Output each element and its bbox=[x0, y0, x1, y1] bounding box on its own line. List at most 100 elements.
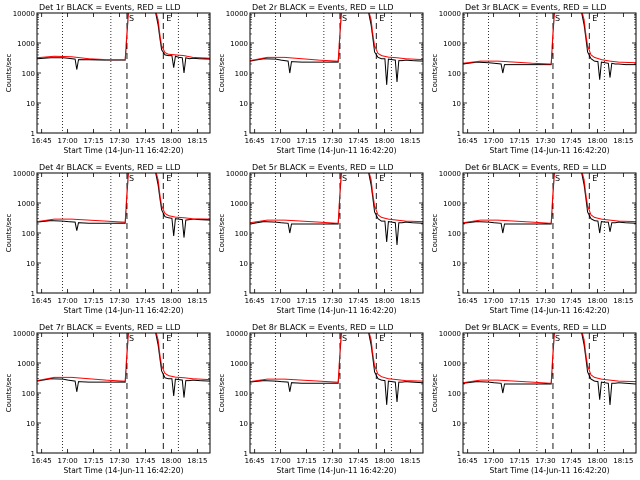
x-tick-label: 17:15 bbox=[296, 297, 316, 305]
plot-frame bbox=[249, 172, 424, 294]
x-tick-label: 17:15 bbox=[509, 137, 529, 145]
chart-panel: Det 8r BLACK = Events, RED = LLD Counts/s… bbox=[218, 323, 424, 475]
panel-title: Det 8r BLACK = Events, RED = LLD bbox=[252, 323, 394, 332]
interval-marker: S bbox=[129, 174, 134, 183]
interval-marker: E bbox=[379, 334, 384, 343]
y-tick-label: 1 bbox=[244, 130, 248, 138]
x-tick-label: 17:30 bbox=[109, 137, 129, 145]
y-tick-label: 1 bbox=[31, 450, 35, 458]
x-tick-label: 17:30 bbox=[109, 297, 129, 305]
chart-panel: Det 4r BLACK = Events, RED = LLD Counts/s… bbox=[5, 163, 211, 315]
x-tick-label: 16:45 bbox=[32, 297, 52, 305]
y-tick-label: 100 bbox=[235, 230, 248, 238]
x-tick-label: 17:15 bbox=[83, 297, 103, 305]
panel-title: Det 1r BLACK = Events, RED = LLD bbox=[39, 3, 181, 12]
y-axis-label: Counts/sec bbox=[5, 54, 13, 93]
interval-marker: E bbox=[166, 334, 171, 343]
y-tick-label: 1000 bbox=[230, 200, 248, 208]
x-tick-label: 16:45 bbox=[245, 297, 265, 305]
x-axis-label: Start Time (14-Jun-11 16:42:20) bbox=[64, 306, 184, 315]
y-tick-label: 10000 bbox=[13, 330, 35, 338]
y-axis-label: Counts/sec bbox=[218, 374, 226, 413]
events-series-line bbox=[37, 13, 210, 74]
x-tick-label: 17:15 bbox=[509, 297, 529, 305]
y-tick-label: 1000 bbox=[230, 40, 248, 48]
y-tick-label: 1 bbox=[457, 290, 461, 298]
x-tick-label: 18:00 bbox=[161, 297, 181, 305]
interval-marker: E bbox=[166, 174, 171, 183]
x-tick-label: 16:45 bbox=[32, 137, 52, 145]
y-tick-label: 10 bbox=[26, 100, 35, 108]
y-axis-label: Counts/sec bbox=[5, 374, 13, 413]
events-series-line bbox=[250, 13, 423, 85]
lld-series-line bbox=[463, 13, 636, 65]
x-tick-label: 18:00 bbox=[374, 137, 394, 145]
plot-frame bbox=[36, 332, 211, 454]
x-tick-label: 17:45 bbox=[348, 137, 368, 145]
y-tick-label: 1000 bbox=[443, 200, 461, 208]
y-tick-label: 100 bbox=[235, 70, 248, 78]
lld-series-line bbox=[463, 333, 636, 384]
chart-panel: Det 1r BLACK = Events, RED = LLD Counts/s… bbox=[5, 3, 211, 155]
y-tick-label: 1 bbox=[457, 450, 461, 458]
y-tick-label: 10 bbox=[239, 420, 248, 428]
y-tick-label: 1000 bbox=[443, 360, 461, 368]
x-tick-label: 17:00 bbox=[58, 297, 78, 305]
y-axis-label: Counts/sec bbox=[218, 54, 226, 93]
y-tick-label: 100 bbox=[22, 230, 35, 238]
x-tick-label: 18:15 bbox=[613, 137, 633, 145]
interval-marker: S bbox=[342, 14, 347, 23]
events-series-line bbox=[37, 333, 210, 398]
y-axis-label: Counts/sec bbox=[431, 214, 439, 253]
chart-panel: Det 7r BLACK = Events, RED = LLD Counts/s… bbox=[5, 323, 211, 475]
y-tick-label: 100 bbox=[448, 390, 461, 398]
plot-frame bbox=[249, 332, 424, 454]
x-tick-label: 18:00 bbox=[161, 457, 181, 465]
y-tick-label: 1 bbox=[244, 450, 248, 458]
y-tick-label: 100 bbox=[22, 70, 35, 78]
lld-series-line bbox=[250, 333, 423, 383]
x-tick-label: 17:45 bbox=[135, 137, 155, 145]
x-tick-label: 16:45 bbox=[245, 137, 265, 145]
y-tick-label: 10 bbox=[239, 260, 248, 268]
y-tick-label: 10000 bbox=[439, 330, 461, 338]
y-axis-label: Counts/sec bbox=[5, 214, 13, 253]
y-tick-label: 1 bbox=[31, 130, 35, 138]
y-tick-label: 10000 bbox=[13, 10, 35, 18]
x-tick-label: 17:45 bbox=[561, 457, 581, 465]
x-tick-label: 17:15 bbox=[509, 457, 529, 465]
y-tick-label: 10000 bbox=[226, 10, 248, 18]
x-tick-label: 17:45 bbox=[135, 297, 155, 305]
y-axis-label: Counts/sec bbox=[431, 374, 439, 413]
x-tick-label: 17:00 bbox=[271, 457, 291, 465]
chart-panel: Det 2r BLACK = Events, RED = LLD Counts/s… bbox=[218, 3, 424, 155]
plot-frame bbox=[249, 12, 424, 134]
y-tick-label: 10000 bbox=[226, 170, 248, 178]
chart-panel: Det 5r BLACK = Events, RED = LLD Counts/s… bbox=[218, 163, 424, 315]
lld-series-line bbox=[250, 13, 423, 62]
x-tick-label: 18:15 bbox=[187, 297, 207, 305]
y-tick-label: 1 bbox=[244, 290, 248, 298]
x-axis-label: Start Time (14-Jun-11 16:42:20) bbox=[64, 146, 184, 155]
x-tick-label: 18:15 bbox=[187, 137, 207, 145]
y-tick-label: 100 bbox=[448, 230, 461, 238]
x-tick-label: 17:45 bbox=[561, 297, 581, 305]
x-axis-label: Start Time (14-Jun-11 16:42:20) bbox=[277, 146, 397, 155]
x-axis-label: Start Time (14-Jun-11 16:42:20) bbox=[490, 146, 610, 155]
x-tick-label: 17:30 bbox=[109, 457, 129, 465]
x-tick-label: 16:45 bbox=[32, 457, 52, 465]
interval-marker: E bbox=[592, 14, 597, 23]
y-tick-label: 1000 bbox=[443, 40, 461, 48]
y-tick-label: 1000 bbox=[230, 360, 248, 368]
x-tick-label: 18:15 bbox=[400, 297, 420, 305]
interval-marker: S bbox=[342, 174, 347, 183]
interval-marker: S bbox=[129, 334, 134, 343]
x-tick-label: 16:45 bbox=[458, 137, 478, 145]
y-axis-label: Counts/sec bbox=[218, 214, 226, 253]
x-axis-label: Start Time (14-Jun-11 16:42:20) bbox=[64, 466, 184, 475]
y-axis-label: Counts/sec bbox=[431, 54, 439, 93]
events-series-line bbox=[250, 333, 423, 405]
lld-series-line bbox=[37, 13, 210, 61]
y-tick-label: 10000 bbox=[439, 10, 461, 18]
interval-marker: S bbox=[555, 14, 560, 23]
